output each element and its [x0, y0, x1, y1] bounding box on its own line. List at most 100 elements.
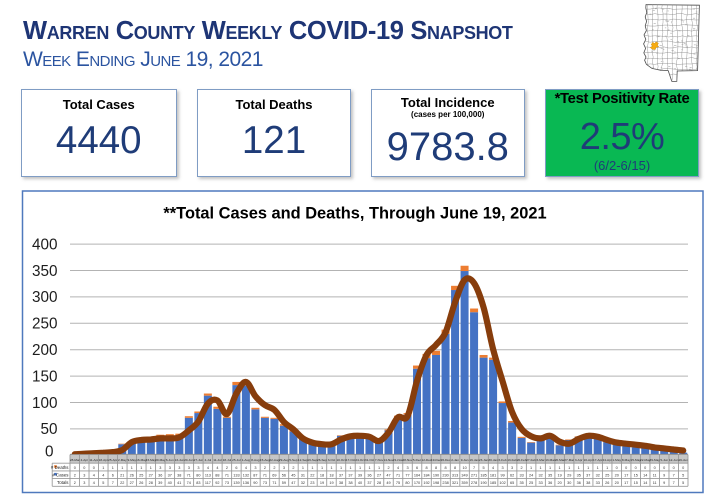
svg-text:# Deaths: # Deaths — [51, 465, 69, 470]
svg-text:1: 1 — [112, 466, 114, 470]
svg-text:1: 1 — [587, 466, 589, 470]
svg-text:56: 56 — [282, 474, 286, 478]
svg-text:22: 22 — [310, 474, 314, 478]
svg-text:20: 20 — [615, 474, 619, 478]
svg-text:3-Apr: 3-Apr — [575, 458, 583, 462]
svg-text:10: 10 — [462, 466, 466, 470]
svg-text:113: 113 — [205, 474, 211, 478]
svg-text:1: 1 — [549, 466, 551, 470]
svg-text:4: 4 — [102, 474, 104, 478]
svg-text:90: 90 — [253, 481, 257, 485]
svg-text:32: 32 — [538, 474, 542, 478]
svg-text:2: 2 — [521, 466, 523, 470]
svg-text:19: 19 — [320, 481, 324, 485]
svg-text:83: 83 — [196, 481, 200, 485]
svg-text:12-Jun: 12-Jun — [669, 458, 679, 462]
svg-text:25-Jul: 25-Jul — [232, 458, 241, 462]
svg-text:74: 74 — [187, 481, 191, 485]
svg-text:300: 300 — [32, 289, 58, 306]
svg-text:3: 3 — [83, 481, 85, 485]
svg-text:20: 20 — [557, 481, 561, 485]
svg-text:6: 6 — [235, 466, 237, 470]
svg-text:3: 3 — [83, 474, 85, 478]
svg-text:7-Nov: 7-Nov — [375, 458, 384, 462]
svg-text:164: 164 — [414, 474, 420, 478]
svg-text:15: 15 — [634, 481, 638, 485]
svg-text:1: 1 — [568, 466, 570, 470]
svg-text:59: 59 — [282, 481, 286, 485]
svg-text:36: 36 — [548, 481, 552, 485]
svg-text:192: 192 — [423, 481, 429, 485]
svg-text:30-May: 30-May — [155, 458, 166, 462]
svg-text:5: 5 — [483, 466, 485, 470]
svg-text:36: 36 — [577, 481, 581, 485]
svg-text:17-Apr: 17-Apr — [593, 458, 602, 462]
svg-text:0: 0 — [45, 444, 54, 461]
svg-text:1-May: 1-May — [612, 458, 621, 462]
svg-text:25: 25 — [139, 474, 143, 478]
svg-text:200: 200 — [32, 342, 58, 359]
svg-text:0: 0 — [625, 466, 627, 470]
svg-text:10-Oct: 10-Oct — [336, 458, 345, 462]
svg-text:100: 100 — [32, 395, 58, 412]
svg-text:17-Oct: 17-Oct — [346, 458, 355, 462]
svg-text:87: 87 — [253, 474, 257, 478]
svg-text:35: 35 — [519, 481, 523, 485]
svg-text:20-Feb: 20-Feb — [517, 458, 527, 462]
svg-text:19-Jun: 19-Jun — [678, 458, 688, 462]
svg-text:8: 8 — [435, 466, 437, 470]
svg-text:0: 0 — [644, 466, 646, 470]
svg-text:27-Jun: 27-Jun — [194, 458, 204, 462]
svg-text:28: 28 — [149, 481, 153, 485]
svg-text:71: 71 — [263, 474, 267, 478]
svg-text:2-May: 2-May — [118, 458, 127, 462]
svg-text:71: 71 — [225, 474, 229, 478]
svg-text:0: 0 — [682, 466, 684, 470]
svg-text:14: 14 — [643, 481, 647, 485]
svg-text:31: 31 — [301, 474, 305, 478]
svg-text:3: 3 — [254, 466, 256, 470]
svg-text:1: 1 — [121, 466, 123, 470]
svg-text:13-Mar: 13-Mar — [545, 458, 555, 462]
svg-text:37: 37 — [367, 481, 371, 485]
svg-text:45: 45 — [291, 474, 295, 478]
svg-text:26: 26 — [130, 474, 134, 478]
svg-text:12-Sep: 12-Sep — [298, 458, 308, 462]
svg-text:30-Jan: 30-Jan — [488, 458, 498, 462]
svg-text:185: 185 — [490, 481, 496, 485]
svg-text:23-Jan: 23-Jan — [479, 458, 489, 462]
svg-text:185: 185 — [480, 474, 486, 478]
svg-text:5: 5 — [102, 481, 104, 485]
svg-text:1: 1 — [597, 466, 599, 470]
svg-text:22-Aug: 22-Aug — [269, 458, 279, 462]
svg-text:35: 35 — [577, 474, 581, 478]
svg-text:80: 80 — [405, 481, 409, 485]
svg-text:32: 32 — [301, 481, 305, 485]
svg-text:4: 4 — [216, 466, 218, 470]
svg-text:3: 3 — [178, 466, 180, 470]
svg-text:28-Nov: 28-Nov — [403, 458, 413, 462]
svg-text:25-Apr: 25-Apr — [108, 458, 117, 462]
svg-text:150: 150 — [32, 368, 58, 385]
svg-text:190: 190 — [433, 474, 439, 478]
svg-text:3: 3 — [169, 466, 171, 470]
svg-text:14: 14 — [643, 474, 647, 478]
svg-text:8-May: 8-May — [622, 458, 631, 462]
svg-text:9: 9 — [663, 474, 665, 478]
svg-text:38: 38 — [177, 474, 181, 478]
svg-text:278: 278 — [471, 481, 477, 485]
svg-text:3: 3 — [188, 466, 190, 470]
svg-text:29-Aug: 29-Aug — [279, 458, 289, 462]
svg-text:77: 77 — [405, 474, 409, 478]
svg-text:8: 8 — [445, 466, 447, 470]
svg-text:1: 1 — [302, 466, 304, 470]
svg-text:313: 313 — [452, 474, 458, 478]
svg-text:28-Mar: 28-Mar — [70, 458, 80, 462]
svg-text:39: 39 — [158, 481, 162, 485]
svg-text:7: 7 — [112, 481, 114, 485]
svg-text:37: 37 — [586, 474, 590, 478]
svg-text:0: 0 — [93, 466, 95, 470]
svg-text:1: 1 — [540, 466, 542, 470]
svg-text:12-Dec: 12-Dec — [422, 458, 432, 462]
svg-text:102: 102 — [499, 481, 505, 485]
